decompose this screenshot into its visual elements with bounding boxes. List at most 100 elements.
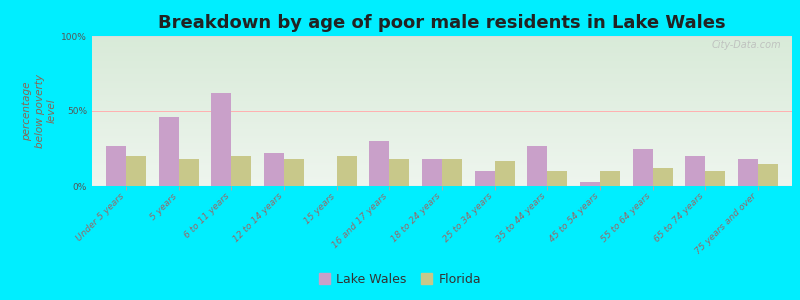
Bar xyxy=(92,143,792,144)
Bar xyxy=(92,40,792,41)
Bar xyxy=(92,133,792,134)
Bar xyxy=(92,112,792,113)
Bar xyxy=(92,80,792,81)
Bar xyxy=(92,126,792,127)
Bar xyxy=(92,117,792,118)
Bar xyxy=(92,54,792,55)
Bar xyxy=(92,164,792,165)
Bar xyxy=(92,81,792,82)
Bar xyxy=(92,138,792,139)
Bar xyxy=(92,141,792,142)
Bar xyxy=(92,147,792,148)
Bar xyxy=(92,49,792,50)
Bar xyxy=(758,164,778,186)
Bar xyxy=(92,181,792,182)
Bar xyxy=(92,146,792,147)
Bar xyxy=(92,127,792,128)
Bar xyxy=(92,100,792,101)
Bar xyxy=(390,159,410,186)
Bar xyxy=(92,45,792,46)
Bar xyxy=(92,82,792,83)
Bar xyxy=(370,141,390,186)
Bar xyxy=(92,70,792,71)
Bar xyxy=(92,157,792,158)
Bar xyxy=(92,85,792,86)
Bar xyxy=(92,73,792,74)
Bar xyxy=(231,156,251,186)
Bar xyxy=(92,185,792,186)
Bar xyxy=(685,156,705,186)
Bar xyxy=(92,162,792,163)
Bar xyxy=(264,153,284,186)
Bar xyxy=(92,99,792,100)
Bar xyxy=(92,97,792,98)
Bar xyxy=(92,36,792,37)
Bar xyxy=(92,175,792,176)
Bar xyxy=(92,98,792,99)
Bar xyxy=(92,178,792,179)
Bar xyxy=(92,88,792,89)
Bar xyxy=(92,76,792,77)
Bar xyxy=(92,118,792,119)
Bar xyxy=(92,71,792,72)
Bar xyxy=(92,57,792,58)
Bar xyxy=(92,174,792,175)
Bar xyxy=(92,132,792,133)
Bar xyxy=(92,96,792,97)
Bar xyxy=(92,149,792,150)
Bar xyxy=(92,103,792,104)
Bar xyxy=(92,160,792,161)
Bar xyxy=(92,116,792,117)
Bar xyxy=(92,120,792,121)
Bar xyxy=(92,151,792,152)
Bar xyxy=(92,154,792,155)
Bar xyxy=(92,106,792,107)
Bar xyxy=(92,163,792,164)
Bar xyxy=(705,171,725,186)
Bar xyxy=(92,179,792,180)
Title: Breakdown by age of poor male residents in Lake Wales: Breakdown by age of poor male residents … xyxy=(158,14,726,32)
Bar xyxy=(92,135,792,136)
Bar xyxy=(92,105,792,106)
Bar xyxy=(92,42,792,43)
Bar xyxy=(92,74,792,75)
Bar xyxy=(92,53,792,54)
Bar xyxy=(92,136,792,137)
Bar xyxy=(106,146,126,186)
Bar xyxy=(92,128,792,129)
Bar xyxy=(92,41,792,42)
Bar xyxy=(284,159,304,186)
Bar xyxy=(92,104,792,105)
Bar xyxy=(92,64,792,65)
Bar xyxy=(92,134,792,135)
Bar xyxy=(92,59,792,60)
Bar xyxy=(92,93,792,94)
Bar xyxy=(92,107,792,108)
Bar xyxy=(92,118,792,119)
Bar xyxy=(92,101,792,102)
Bar xyxy=(92,50,792,51)
Bar xyxy=(92,100,792,101)
Bar xyxy=(633,148,653,186)
Bar xyxy=(211,93,231,186)
Bar xyxy=(92,123,792,124)
Bar xyxy=(92,68,792,69)
Bar xyxy=(92,56,792,57)
Bar xyxy=(92,183,792,184)
Bar xyxy=(92,95,792,96)
Bar xyxy=(92,52,792,53)
Bar xyxy=(92,170,792,171)
Bar xyxy=(92,44,792,45)
Bar xyxy=(92,152,792,153)
Bar xyxy=(92,94,792,95)
Bar xyxy=(92,119,792,120)
Bar xyxy=(92,145,792,146)
Bar xyxy=(92,47,792,48)
Bar xyxy=(92,171,792,172)
Bar xyxy=(494,160,514,186)
Bar xyxy=(92,91,792,92)
Bar xyxy=(92,148,792,149)
Bar xyxy=(92,46,792,47)
Bar xyxy=(92,155,792,156)
Bar xyxy=(92,89,792,90)
